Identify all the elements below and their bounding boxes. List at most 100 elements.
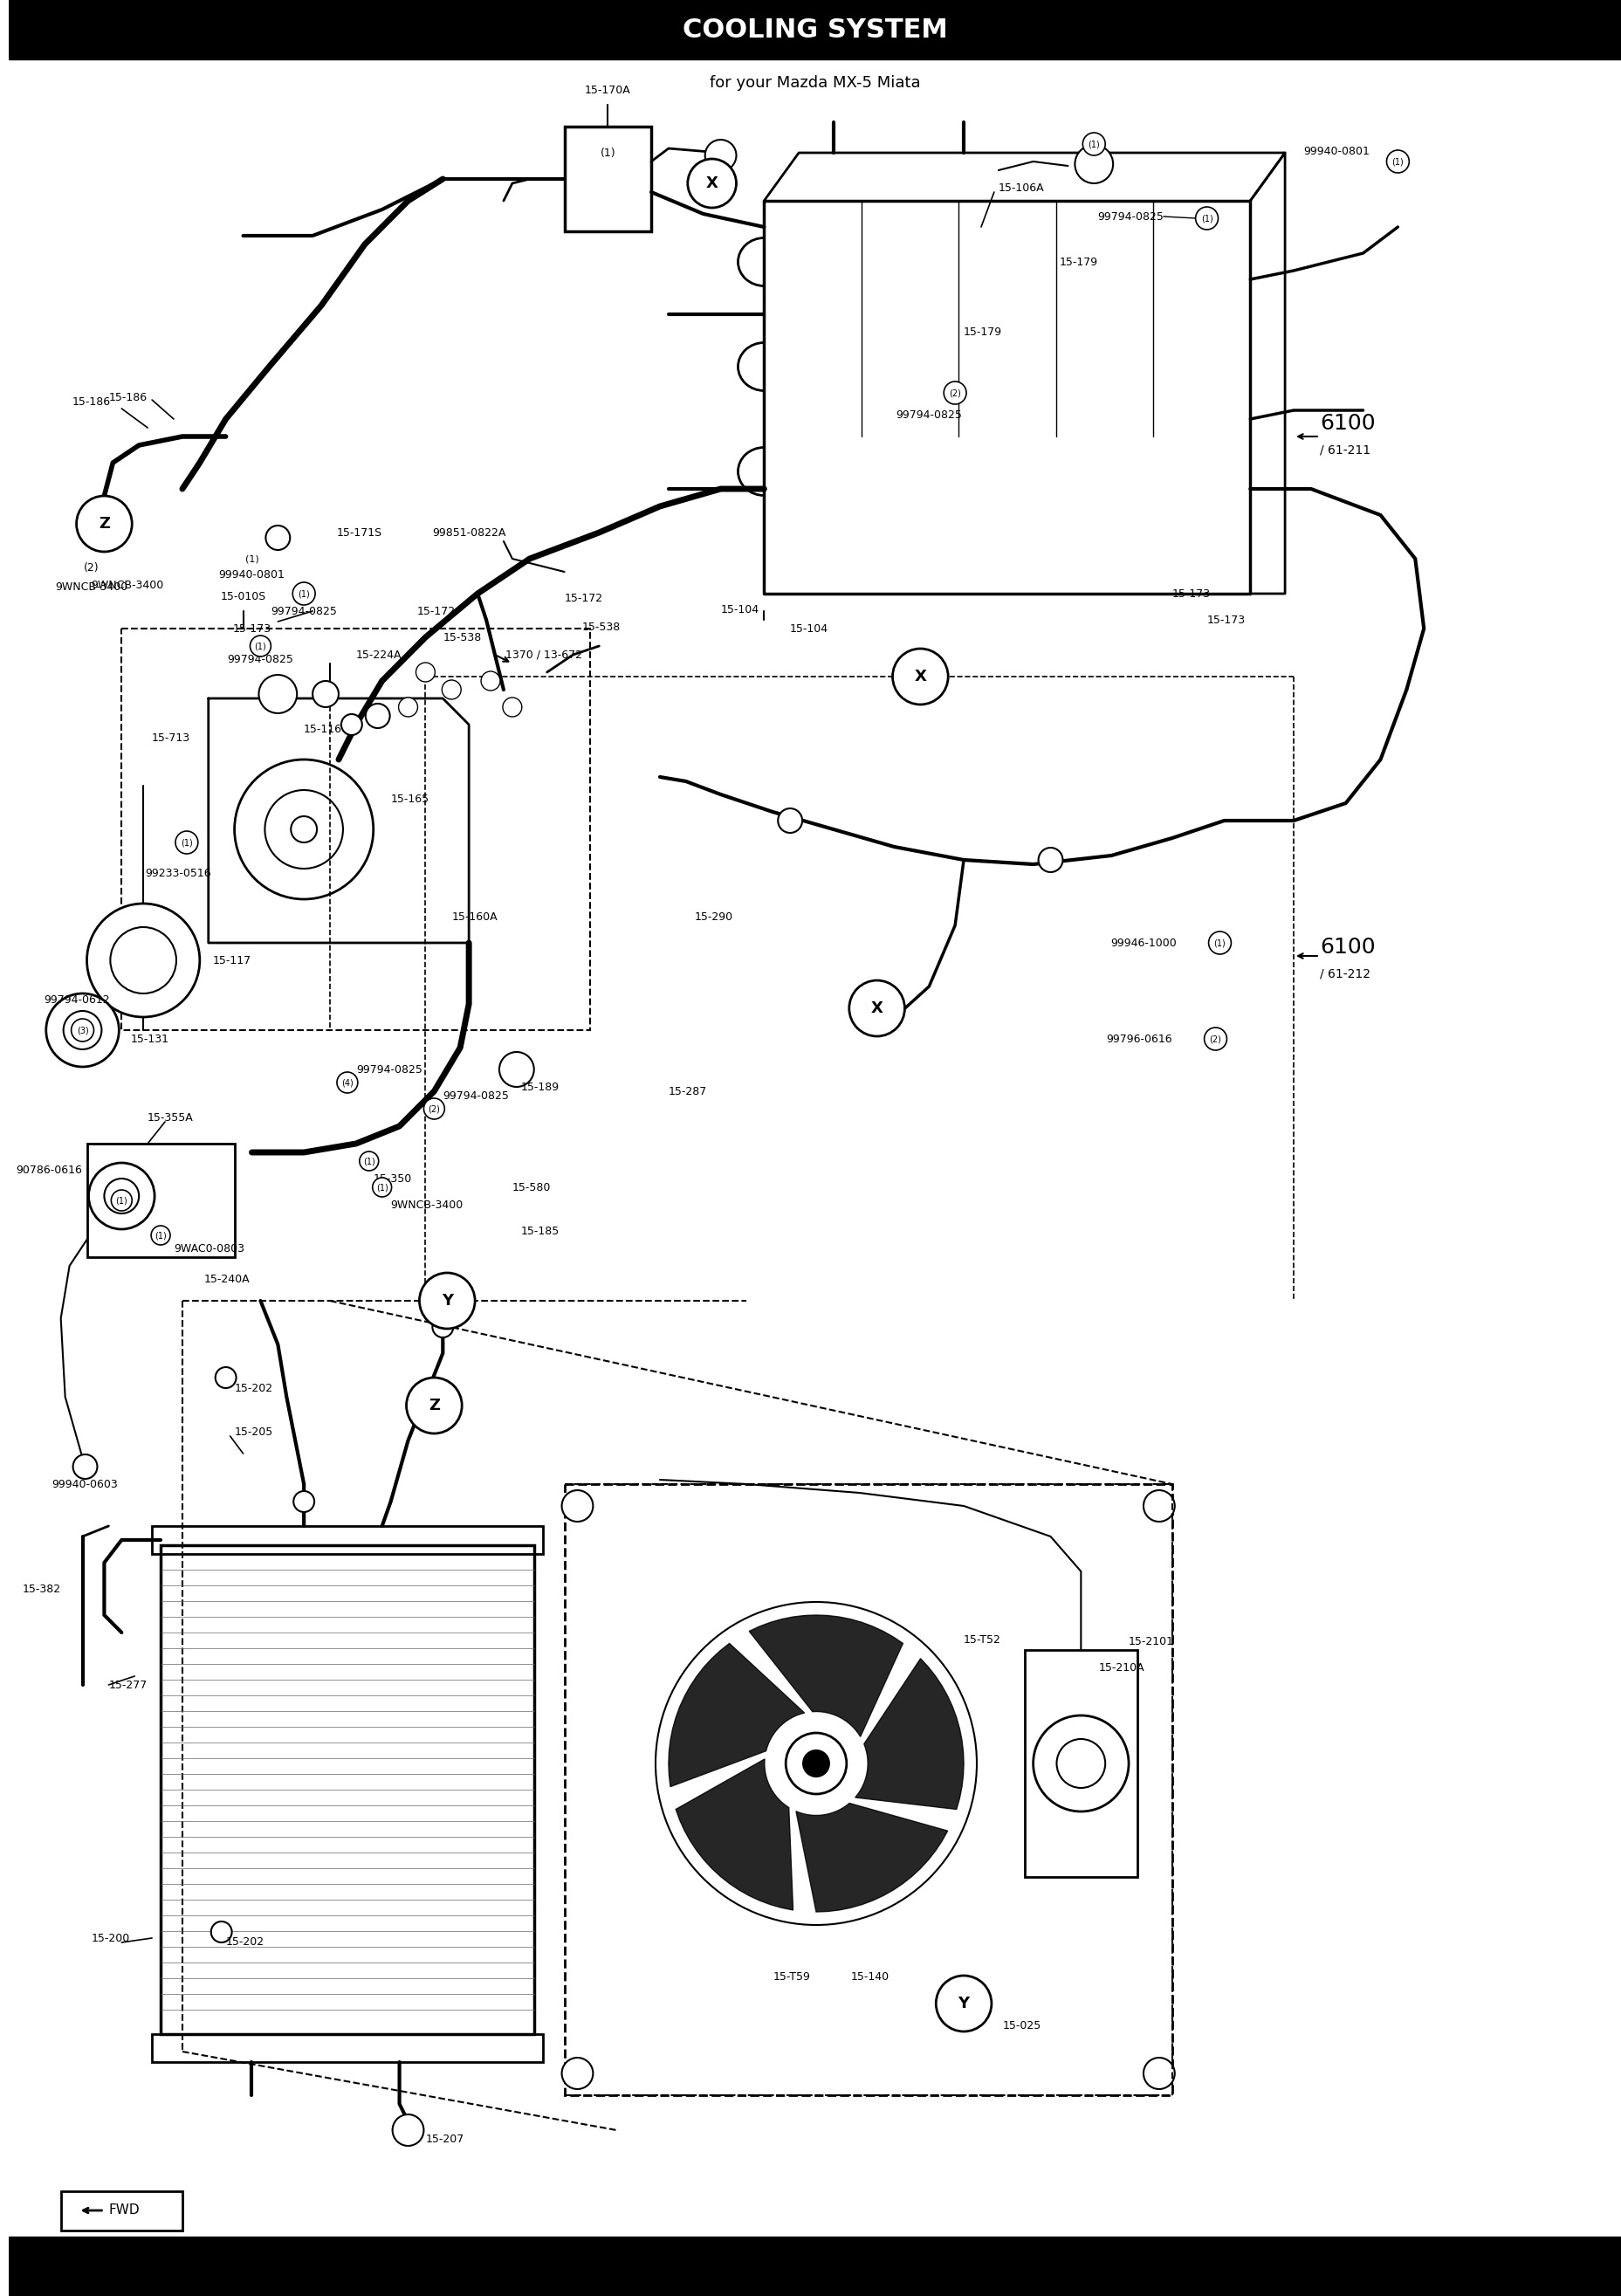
Circle shape: [290, 817, 316, 843]
Text: 15-173: 15-173: [1206, 613, 1245, 625]
Text: 99794-0825: 99794-0825: [271, 606, 337, 618]
Text: COOLING SYSTEM: COOLING SYSTEM: [682, 16, 947, 41]
Text: 15-131: 15-131: [130, 1033, 169, 1045]
Circle shape: [88, 905, 199, 1017]
Text: 15-713: 15-713: [152, 732, 190, 744]
Polygon shape: [668, 1644, 804, 1786]
Text: 15-224A: 15-224A: [357, 650, 402, 661]
Circle shape: [1204, 1029, 1225, 1049]
Circle shape: [785, 1733, 846, 1793]
Text: (3): (3): [76, 1026, 89, 1035]
Circle shape: [292, 583, 314, 604]
Circle shape: [337, 1072, 358, 1093]
Text: 15-538: 15-538: [443, 631, 481, 643]
Circle shape: [360, 1153, 378, 1171]
Text: X: X: [914, 668, 926, 684]
Circle shape: [849, 980, 905, 1035]
Circle shape: [1057, 1738, 1104, 1789]
Text: 15-200: 15-200: [91, 1933, 130, 1945]
Text: 99940-0801: 99940-0801: [219, 569, 285, 581]
Text: for your Mazda MX-5 Miata: for your Mazda MX-5 Miata: [710, 76, 921, 92]
Text: 15-350: 15-350: [373, 1173, 412, 1185]
Bar: [1024, 1651, 1136, 1876]
Circle shape: [340, 714, 361, 735]
Text: 15-2101: 15-2101: [1128, 1635, 1174, 1646]
Circle shape: [407, 1378, 462, 1433]
Circle shape: [266, 526, 290, 551]
Circle shape: [250, 636, 271, 657]
Text: (4): (4): [340, 1079, 353, 1086]
Text: 15-207: 15-207: [425, 2133, 464, 2144]
Text: 90786-0616: 90786-0616: [16, 1164, 83, 1176]
Text: (2): (2): [428, 1104, 439, 1114]
Bar: [564, 1483, 1172, 2096]
Text: 15-140: 15-140: [851, 1972, 888, 1984]
Circle shape: [1037, 847, 1062, 872]
Text: 15-210A: 15-210A: [1097, 1662, 1144, 1674]
Circle shape: [392, 2115, 423, 2147]
Text: 9WAC0-0803: 9WAC0-0803: [173, 1242, 245, 1254]
Text: 15-202: 15-202: [235, 1382, 272, 1394]
Text: 15-116: 15-116: [303, 723, 342, 735]
Text: 15-185: 15-185: [520, 1226, 559, 1238]
Bar: [152, 1527, 543, 1554]
Text: 9WNCB-3400: 9WNCB-3400: [55, 581, 128, 592]
Circle shape: [399, 698, 418, 716]
Text: 9WNCB-3400: 9WNCB-3400: [391, 1199, 464, 1210]
Text: (1): (1): [1088, 140, 1099, 149]
Text: (1): (1): [1200, 214, 1213, 223]
Text: (1): (1): [1391, 156, 1404, 165]
Text: (2): (2): [83, 563, 99, 574]
Circle shape: [1386, 149, 1409, 172]
Circle shape: [110, 928, 177, 994]
Text: 15-538: 15-538: [582, 622, 621, 631]
Text: X: X: [705, 174, 718, 191]
Text: Z: Z: [428, 1398, 439, 1414]
Text: 99794-0825: 99794-0825: [357, 1063, 421, 1075]
Text: 15-165: 15-165: [391, 792, 430, 804]
Text: FWD: FWD: [109, 2204, 139, 2218]
Text: / 61-212: / 61-212: [1319, 967, 1370, 980]
Text: 6100: 6100: [1319, 413, 1375, 434]
Circle shape: [73, 1453, 97, 1479]
Circle shape: [63, 1010, 102, 1049]
Text: 15-290: 15-290: [694, 912, 733, 923]
Text: 99794-0825: 99794-0825: [443, 1091, 509, 1102]
Text: 15-173: 15-173: [1172, 588, 1209, 599]
Text: 15-173: 15-173: [232, 622, 271, 634]
Circle shape: [655, 1603, 976, 1924]
Text: 15-186: 15-186: [109, 393, 148, 402]
Circle shape: [705, 140, 736, 172]
Circle shape: [175, 831, 198, 854]
Circle shape: [1075, 145, 1112, 184]
Text: 15-240A: 15-240A: [204, 1274, 250, 1286]
Text: 1370 / 13-672: 1370 / 13-672: [501, 650, 582, 661]
Circle shape: [433, 1316, 452, 1339]
Circle shape: [293, 1490, 314, 1513]
Text: 15-179: 15-179: [1059, 257, 1097, 269]
Text: (1): (1): [254, 641, 266, 650]
Circle shape: [481, 670, 499, 691]
Text: 15-172: 15-172: [417, 606, 456, 618]
Polygon shape: [676, 1759, 793, 1910]
Circle shape: [89, 1162, 154, 1228]
Circle shape: [1083, 133, 1104, 156]
Circle shape: [216, 1366, 237, 1389]
Circle shape: [112, 1189, 131, 1210]
Text: 15-171S: 15-171S: [337, 526, 383, 537]
Text: 15-186: 15-186: [71, 395, 110, 406]
Text: 99946-1000: 99946-1000: [1110, 937, 1175, 948]
Circle shape: [1208, 932, 1230, 955]
Circle shape: [1143, 2057, 1174, 2089]
Circle shape: [443, 680, 460, 700]
Text: 15-T52: 15-T52: [963, 1635, 1000, 1646]
Text: (1): (1): [298, 590, 310, 597]
Text: 9WNCB-3400: 9WNCB-3400: [91, 579, 164, 590]
Text: 15-104: 15-104: [720, 604, 759, 615]
Text: 15-355A: 15-355A: [148, 1111, 193, 1123]
Circle shape: [373, 1178, 391, 1196]
Bar: [8, 0, 1621, 60]
Circle shape: [943, 381, 966, 404]
Text: 99794-0612: 99794-0612: [44, 994, 109, 1006]
Text: 99794-0825: 99794-0825: [895, 409, 961, 420]
